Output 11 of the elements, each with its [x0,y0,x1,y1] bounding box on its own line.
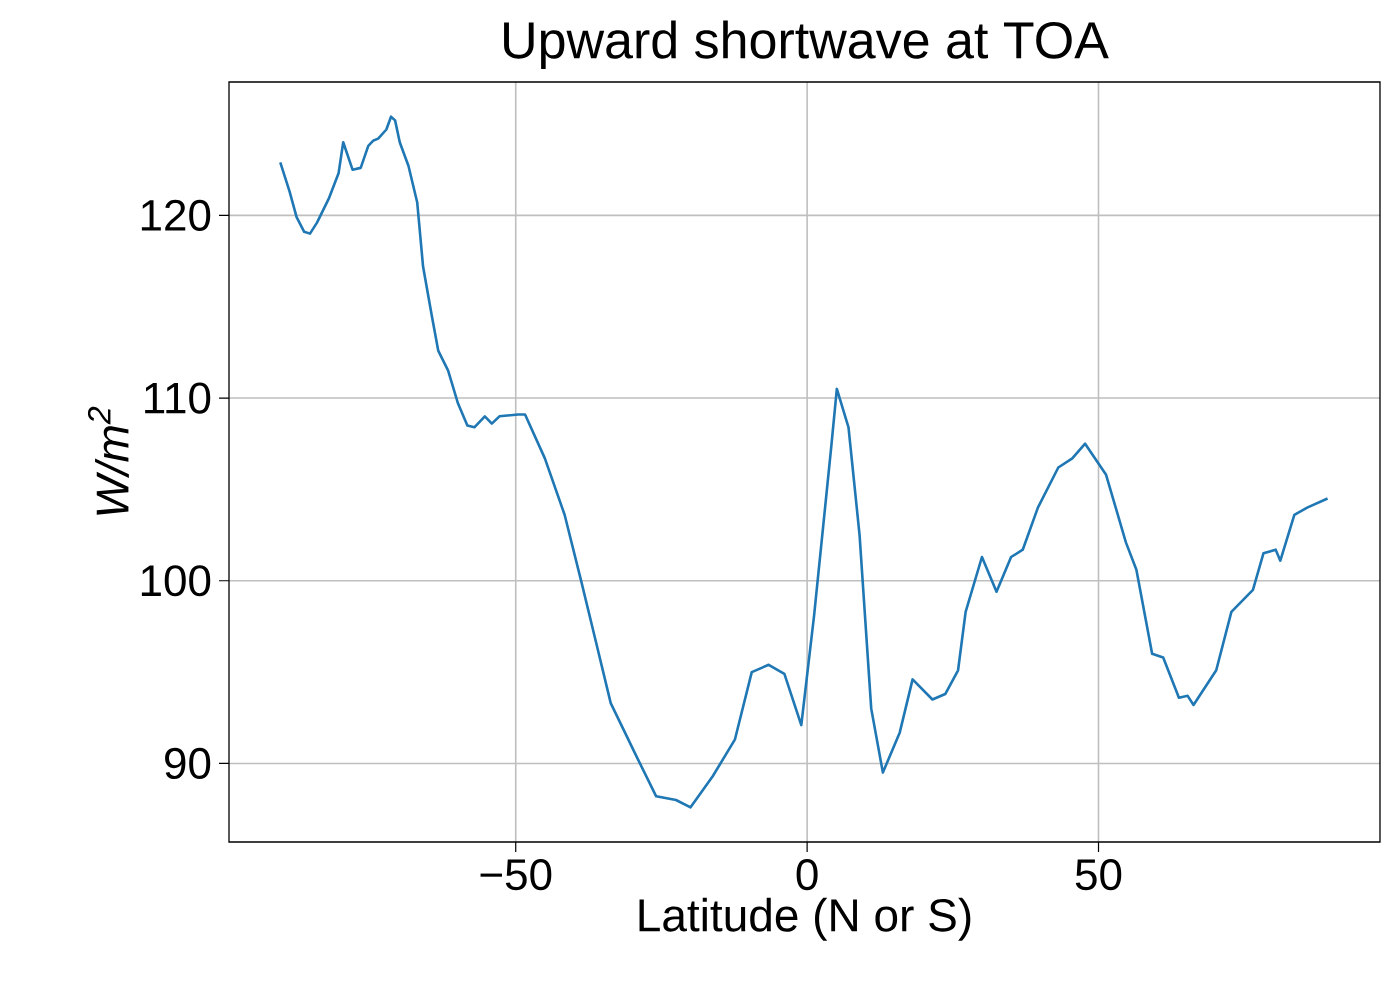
x-tick-label: −50 [480,859,552,891]
x-tick-label: 50 [1075,859,1122,891]
x-tick-label: 0 [796,859,818,891]
y-axis-title: W/m$^{2}$ [87,406,129,515]
chart-title: Upward shortwave at TOA [504,20,1109,69]
y-tick-label: 100 [141,565,211,597]
y-tick-label: 110 [145,382,211,414]
line-series [278,115,1329,809]
y-tick-label: 90 [165,747,211,780]
y-tick-label: 120 [141,199,211,231]
x-axis-title: Latitude (N or S) [639,897,971,941]
